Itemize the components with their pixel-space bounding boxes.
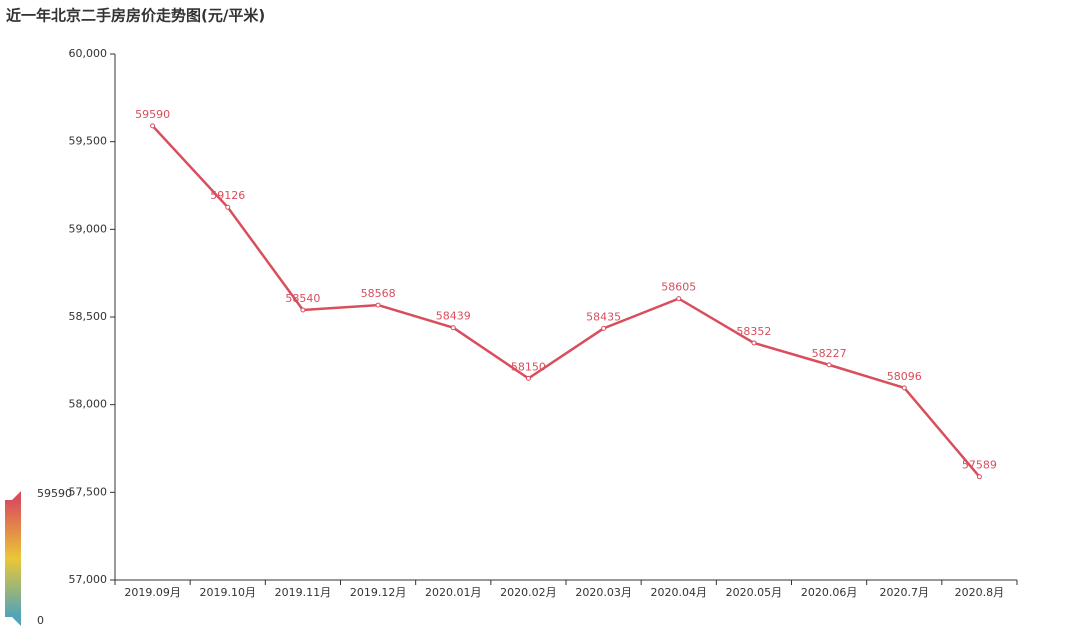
x-tick-label: 2020.7月 — [880, 586, 930, 599]
data-label: 58439 — [436, 310, 471, 323]
data-label: 58352 — [736, 325, 771, 338]
point — [450, 325, 456, 331]
visual-map-handle — [12, 617, 21, 626]
visual-map-max: 59590 — [37, 487, 72, 500]
y-tick-label: 59,500 — [69, 135, 108, 148]
x-tick-label: 2019.11月 — [275, 586, 332, 599]
x-tick-label: 2020.01月 — [425, 586, 482, 599]
x-tick-label: 2020.8月 — [955, 586, 1005, 599]
point — [225, 204, 231, 210]
point — [901, 385, 907, 391]
data-label: 58605 — [661, 281, 696, 294]
visual-map-min: 0 — [37, 614, 44, 627]
point — [375, 302, 381, 308]
data-label: 58150 — [511, 360, 546, 373]
point — [976, 474, 982, 480]
x-tick-label: 2019.09月 — [124, 586, 181, 599]
data-label: 57589 — [962, 459, 997, 472]
point — [676, 296, 682, 302]
y-tick-label: 58,500 — [69, 310, 108, 323]
y-tick-label: 59,000 — [69, 222, 108, 235]
x-tick-label: 2019.10月 — [200, 586, 257, 599]
point — [300, 307, 306, 313]
x-tick-label: 2020.02月 — [500, 586, 557, 599]
y-tick-label: 57,000 — [69, 573, 108, 586]
point — [826, 362, 832, 368]
x-tick-label: 2020.03月 — [575, 586, 632, 599]
point — [751, 340, 757, 346]
visual-map-handle — [12, 491, 21, 500]
point — [601, 325, 607, 331]
data-label: 58096 — [887, 370, 922, 383]
x-tick-label: 2020.04月 — [651, 586, 708, 599]
chart-title: 近一年北京二手房房价走势图(元/平米) — [6, 7, 265, 25]
point — [525, 375, 531, 381]
visual-map-bar — [5, 500, 21, 617]
data-label: 58568 — [361, 287, 396, 300]
x-tick-label: 2020.06月 — [801, 586, 858, 599]
data-label: 58540 — [285, 292, 320, 305]
data-label: 58435 — [586, 310, 621, 323]
y-tick-label: 58,000 — [69, 398, 108, 411]
line — [151, 125, 981, 478]
data-label: 58227 — [812, 347, 847, 360]
x-tick-label: 2020.05月 — [726, 586, 783, 599]
point — [150, 123, 156, 129]
data-label: 59590 — [135, 108, 170, 121]
y-tick-label: 60,000 — [69, 47, 108, 60]
data-label: 59126 — [210, 189, 245, 202]
x-tick-label: 2019.12月 — [350, 586, 407, 599]
y-tick-label: 57,500 — [69, 485, 108, 498]
